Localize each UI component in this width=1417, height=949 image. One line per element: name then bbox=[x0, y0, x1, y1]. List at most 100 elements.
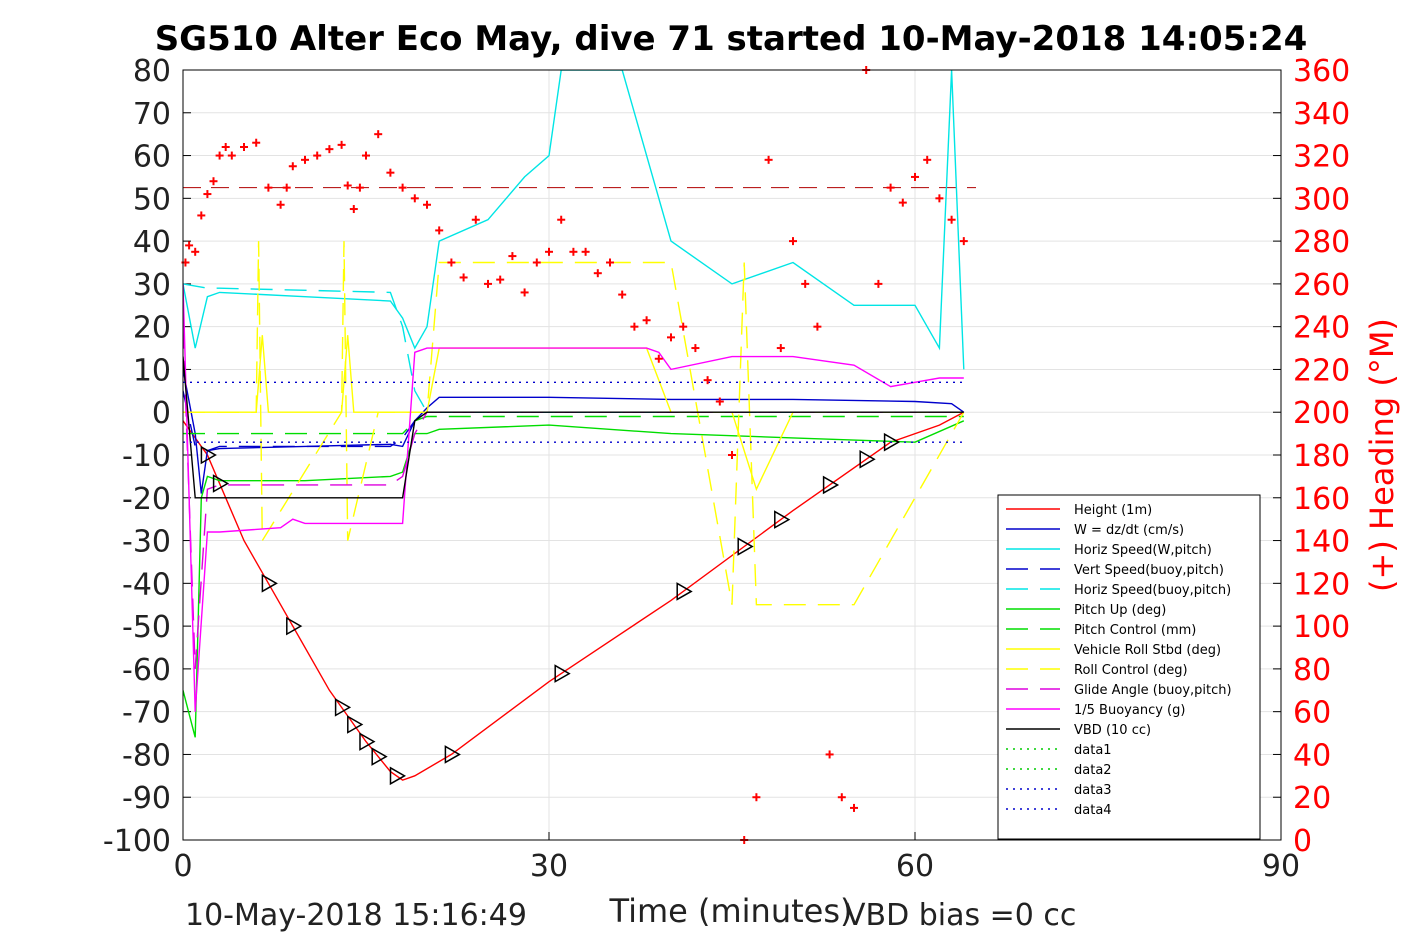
vbd-marker bbox=[554, 664, 571, 683]
series-line-5 bbox=[183, 420, 965, 738]
heading-point bbox=[715, 397, 724, 406]
y2-tick-label: 220 bbox=[1293, 353, 1350, 388]
heading-point bbox=[569, 247, 578, 256]
series-line-10 bbox=[183, 283, 964, 712]
y2-tick-label: 360 bbox=[1293, 54, 1350, 89]
heading-point bbox=[850, 803, 858, 812]
vbd-marker bbox=[774, 510, 791, 529]
heading-point bbox=[410, 194, 419, 203]
y-tick-label: -10 bbox=[122, 439, 171, 474]
series-line-2 bbox=[183, 70, 965, 370]
y2-tick-label: 140 bbox=[1293, 525, 1350, 560]
series-line-11 bbox=[183, 356, 964, 499]
heading-point bbox=[667, 333, 675, 342]
heading-point bbox=[301, 155, 309, 164]
legend-label: data3 bbox=[1074, 783, 1112, 798]
heading-point bbox=[386, 168, 395, 177]
heading-point bbox=[423, 200, 431, 209]
heading-point bbox=[703, 376, 712, 385]
y-tick-label: -40 bbox=[122, 567, 171, 602]
heading-point bbox=[496, 275, 505, 284]
heading-point bbox=[947, 215, 956, 224]
chart-title: SG510 Alter Eco May, dive 71 started 10-… bbox=[155, 19, 1308, 59]
heading-point bbox=[776, 344, 785, 353]
vbd-marker bbox=[200, 445, 217, 465]
y2-tick-label: 200 bbox=[1293, 396, 1350, 431]
heading-point bbox=[801, 279, 810, 288]
heading-point bbox=[618, 290, 627, 299]
y-tick-label: 80 bbox=[133, 54, 171, 89]
heading-point bbox=[923, 155, 932, 164]
y2-tick-label: 60 bbox=[1293, 696, 1331, 731]
series-line-9 bbox=[183, 326, 964, 669]
vbd-marker bbox=[389, 766, 407, 786]
y-tick-label: 40 bbox=[133, 225, 171, 260]
legend-label: Horiz Speed(W,pitch) bbox=[1074, 543, 1212, 558]
y2-tick-label: 20 bbox=[1293, 781, 1331, 816]
y-tick-label: 50 bbox=[133, 182, 171, 217]
heading-point bbox=[484, 279, 492, 288]
y2-tick-label: 240 bbox=[1293, 311, 1350, 346]
heading-point bbox=[362, 151, 370, 160]
y2-tick-label: 40 bbox=[1293, 738, 1331, 773]
legend-label: Pitch Up (deg) bbox=[1074, 603, 1166, 618]
plot-frame bbox=[182, 69, 1282, 841]
heading-point bbox=[209, 177, 218, 186]
heading-point bbox=[911, 172, 919, 181]
heading-point bbox=[886, 183, 895, 192]
series-line-0 bbox=[183, 411, 965, 781]
heading-point bbox=[252, 138, 261, 147]
heading-point bbox=[221, 143, 230, 151]
footer-vbd-bias: VBD bias =0 cc bbox=[845, 898, 1077, 933]
heading-point bbox=[288, 162, 297, 171]
legend-label: Vert Speed(buoy,pitch) bbox=[1074, 563, 1224, 578]
y2-tick-label: 340 bbox=[1293, 97, 1350, 132]
legend-label: data2 bbox=[1074, 763, 1112, 778]
heading-point bbox=[642, 316, 651, 325]
vbd-marker bbox=[822, 475, 840, 495]
heading-point bbox=[355, 183, 364, 192]
heading-point bbox=[935, 194, 944, 203]
y-tick-label: -90 bbox=[122, 781, 171, 816]
series-layer bbox=[183, 70, 976, 786]
x-tick-label: 90 bbox=[1262, 849, 1300, 884]
heading-point bbox=[789, 237, 797, 246]
y2-axis-label: (+) Heading (°M) bbox=[1363, 318, 1401, 592]
heading-point bbox=[459, 273, 468, 282]
legend-label: 1/5 Buoyancy (g) bbox=[1074, 703, 1185, 718]
x-tick-label: 0 bbox=[173, 849, 192, 884]
legend-label: Horiz Speed(buoy,pitch) bbox=[1074, 583, 1231, 598]
y2-tick-label: 180 bbox=[1293, 439, 1350, 474]
heading-point bbox=[898, 198, 907, 207]
heading-point bbox=[691, 344, 700, 353]
vbd-marker bbox=[371, 747, 388, 766]
legend-box bbox=[997, 494, 1261, 840]
heading-point bbox=[606, 258, 614, 267]
x-tick-label: 60 bbox=[896, 849, 934, 884]
vbd-marker bbox=[676, 582, 693, 601]
vbd-marker bbox=[859, 449, 876, 469]
heading-point bbox=[545, 247, 553, 256]
vbd-marker bbox=[359, 732, 376, 751]
y-tick-label: -80 bbox=[122, 738, 171, 773]
y-tick-label: 20 bbox=[133, 311, 171, 346]
heading-point bbox=[282, 183, 291, 192]
y-tick-label: -50 bbox=[122, 610, 171, 645]
footer-timestamp: 10-May-2018 15:16:49 bbox=[185, 898, 527, 933]
legend-label: Glide Angle (buoy,pitch) bbox=[1074, 683, 1232, 698]
legend-label: data4 bbox=[1074, 803, 1112, 818]
legend-label: Height (1m) bbox=[1074, 503, 1152, 518]
y2-tick-label: 120 bbox=[1293, 567, 1350, 602]
legend-label: Roll Control (deg) bbox=[1074, 663, 1188, 678]
heading-point bbox=[203, 190, 212, 199]
y2-axis-ticks: 3603403203002802602402202001801601401201… bbox=[1273, 54, 1350, 859]
heading-point bbox=[532, 258, 541, 267]
vbd-marker bbox=[347, 715, 364, 734]
vbd-marker bbox=[737, 537, 754, 556]
series-line-8 bbox=[183, 241, 965, 606]
y2-tick-label: 320 bbox=[1293, 140, 1350, 175]
legend-label: Vehicle Roll Stbd (deg) bbox=[1074, 643, 1221, 658]
heading-point bbox=[471, 215, 480, 224]
